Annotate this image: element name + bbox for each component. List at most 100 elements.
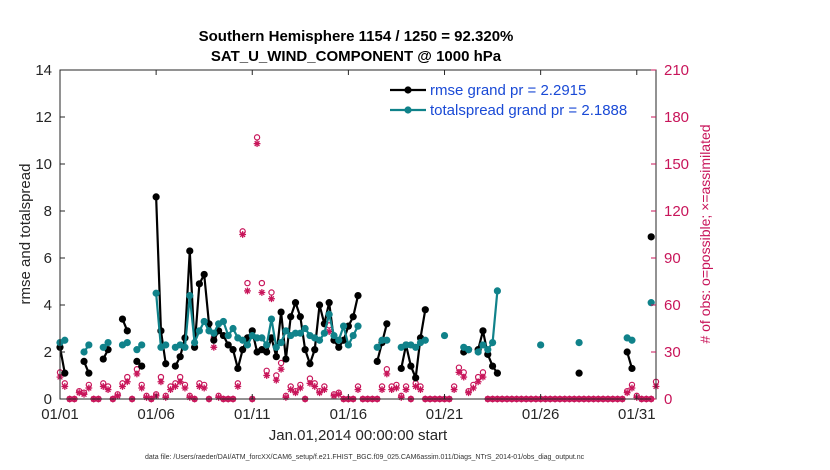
- rmse-point: [234, 364, 242, 373]
- rmse-point: [315, 301, 324, 309]
- obs-assimilated-marker: [263, 372, 271, 379]
- totalspread-point: [210, 329, 218, 337]
- obs-assimilated-marker: [292, 389, 299, 397]
- obs-assimilated-marker: [104, 386, 112, 393]
- obs-assimilated-marker: [316, 389, 323, 397]
- totalspread-point: [301, 324, 309, 333]
- totalspread-point: [181, 343, 189, 351]
- totalspread-point: [320, 329, 328, 337]
- rmse-point: [123, 327, 131, 335]
- totalspread-point: [239, 336, 247, 344]
- obs-assimilated-marker: [628, 384, 636, 392]
- obs-assimilated-marker: [383, 370, 391, 378]
- obs-possible-marker: [253, 134, 261, 141]
- x-tick-label: 01/26: [522, 406, 560, 423]
- obs-assimilated-marker: [138, 384, 146, 392]
- y-tick-label: 2: [44, 344, 52, 361]
- totalspread-point: [474, 348, 482, 356]
- y2-tick-label: 60: [664, 297, 681, 314]
- totalspread-point: [296, 329, 304, 337]
- y2-tick-label: 90: [664, 250, 681, 267]
- axes-frame: [59, 69, 657, 400]
- obs-assimilated-marker: [239, 231, 247, 238]
- x-tick-label: 01/21: [426, 406, 464, 423]
- obs-assimilated-marker: [460, 373, 468, 381]
- rmse-point: [479, 327, 487, 335]
- totalspread-point: [344, 341, 352, 349]
- rmse-point: [647, 233, 655, 241]
- rmse-point: [575, 369, 583, 377]
- x-tick-label: 01/11: [234, 406, 270, 423]
- rmse-point: [383, 320, 391, 328]
- totalspread-point: [537, 341, 545, 349]
- rmse-point: [152, 193, 160, 201]
- legend-totalspread-marker: [404, 106, 412, 114]
- legend-rmse-marker: [404, 86, 412, 94]
- obs-assimilated-marker: [176, 378, 184, 386]
- obs-assimilated-marker: [258, 289, 266, 296]
- y2-tick-label: 120: [664, 203, 689, 220]
- obs-assimilated-marker: [114, 392, 122, 400]
- legend-rmse-label: rmse grand pr = 2.2915: [430, 82, 586, 99]
- totalspread-point: [200, 317, 208, 326]
- rmse-point: [349, 313, 357, 321]
- totalspread-point: [479, 341, 487, 349]
- obs-assimilated-marker: [99, 383, 107, 390]
- data-file-note: data file: /Users/raeder/DAI/ATM_forcXX/…: [145, 454, 585, 461]
- rmse-point: [229, 346, 237, 354]
- obs-assimilated-marker: [417, 386, 424, 393]
- obs-assimilated-marker: [210, 343, 218, 351]
- totalspread-point: [440, 331, 449, 340]
- obs-assimilated-marker: [296, 384, 304, 392]
- obs-assimilated-marker: [133, 370, 141, 378]
- totalspread-point: [272, 343, 280, 351]
- totalspread-point: [493, 287, 501, 295]
- rmse-point: [320, 320, 328, 328]
- y2-tick-label: 210: [664, 62, 689, 79]
- y-tick-label: 10: [35, 156, 52, 173]
- obs-assimilated-marker: [469, 384, 477, 392]
- totalspread-point: [263, 341, 271, 349]
- totalspread-point: [138, 341, 146, 349]
- rmse-point: [263, 348, 271, 356]
- obs-possible-marker: [268, 289, 275, 296]
- y2-tick-label: 180: [664, 109, 689, 126]
- y2-tick-label: 30: [664, 344, 681, 361]
- obs-assimilated-marker: [455, 368, 463, 376]
- legend: rmse grand pr = 2.2915 totalspread grand…: [384, 78, 650, 122]
- rmse-point: [311, 346, 319, 354]
- rmse-point: [296, 313, 304, 321]
- totalspread-point: [325, 310, 333, 318]
- obs-assimilated-marker: [393, 384, 400, 392]
- totalspread-point: [224, 331, 232, 340]
- totalspread-point: [219, 317, 228, 326]
- rmse-point: [200, 270, 208, 279]
- rmse-point: [291, 299, 300, 307]
- axis-ticks: 01/01 01/06 01/11 01/16 01/21 01/26 01/31 0 2 4 6 8…: [35, 62, 689, 423]
- obs-assimilated-marker: [474, 378, 482, 386]
- y-tick-label: 8: [44, 203, 52, 220]
- totalspread-point: [575, 339, 583, 347]
- totalspread-point: [123, 339, 131, 347]
- obs-assimilated-marker: [287, 386, 295, 393]
- x-axis-label: Jan.01,2014 00:00:00 start: [269, 427, 448, 444]
- obs-assimilated-marker: [378, 386, 386, 393]
- rmse-point: [267, 334, 276, 342]
- totalspread-point: [133, 346, 141, 354]
- series-lines: [56, 193, 655, 382]
- totalspread-point: [339, 322, 348, 330]
- totalspread-point: [243, 341, 252, 349]
- rmse-point: [186, 247, 194, 255]
- rmse-point: [162, 360, 170, 368]
- rmse-point: [306, 360, 314, 368]
- totalspread-point: [61, 336, 69, 344]
- y-tick-label: 6: [44, 250, 52, 267]
- rmse-point: [623, 348, 631, 356]
- obs-assimilated-marker: [123, 378, 131, 386]
- obs-assimilated-marker: [181, 384, 189, 392]
- totalspread-point: [464, 346, 473, 354]
- totalspread-point: [330, 331, 338, 340]
- y2-tick-label: 150: [664, 156, 689, 173]
- rmse-point: [195, 280, 203, 288]
